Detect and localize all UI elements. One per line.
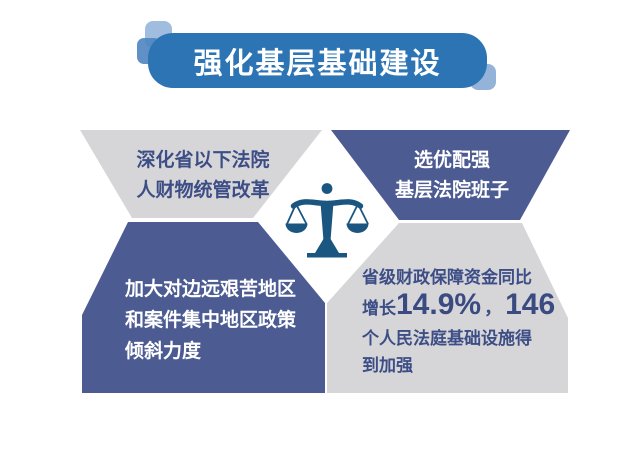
quadrant-bottom-left-shape: [82, 222, 325, 393]
justice-scales-icon: [285, 183, 369, 258]
page-title: 强化基层基础建设: [193, 47, 442, 80]
stat-court-count: 146: [505, 288, 556, 321]
quadrant-bottom-left-text: 加大对边远艰苦地区 和案件集中地区政策 倾斜力度: [125, 274, 315, 367]
stats-comma: ，: [484, 298, 503, 318]
text-line: 基层法院班子: [394, 180, 509, 201]
quadrant-top-left-text: 深化省以下法院 人财物统管改革: [112, 146, 294, 206]
stats-line: 增长 14.9%， 146: [362, 288, 562, 325]
text-line: 人财物统管改革: [136, 180, 270, 201]
text-line: 个人民法庭基础设施得: [362, 329, 532, 348]
text-line: 到加强: [362, 356, 413, 375]
quadrant-top-right-text: 选优配强 基层法院班子: [370, 146, 534, 206]
quadrant-top-right-shape: [331, 130, 570, 220]
quadrant-bottom-right-shape: [327, 223, 568, 393]
stat-growth-percent: 14.9%: [396, 288, 482, 321]
text-line: 深化省以下法院: [136, 150, 270, 171]
quadrant-top-left-shape: [80, 130, 322, 218]
text-line: 省级财政保障资金同比: [362, 268, 532, 287]
text-line: 选优配强: [413, 150, 490, 171]
text-line: 加大对边远艰苦地区: [125, 279, 297, 300]
stats-prefix: 增长: [362, 299, 396, 318]
quadrant-bottom-right-text: 省级财政保障资金同比 增长 14.9%， 146 个人民法庭基础设施得 到加强: [362, 260, 562, 379]
text-line: 倾斜力度: [125, 341, 202, 362]
text-line: 和案件集中地区政策: [125, 310, 297, 331]
title-banner: 强化基层基础建设: [148, 33, 487, 88]
